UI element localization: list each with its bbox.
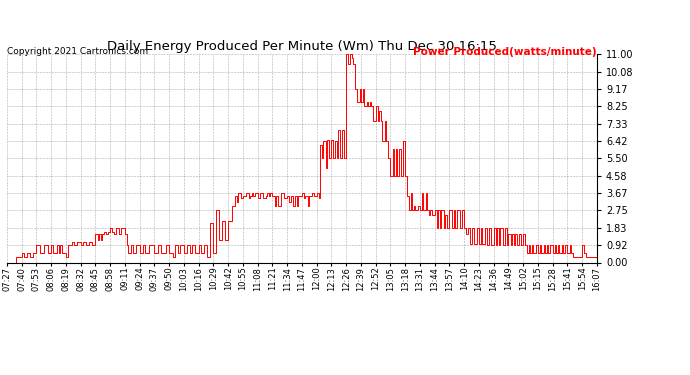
Text: Power Produced(watts/minute): Power Produced(watts/minute) <box>413 47 597 57</box>
Text: Copyright 2021 Cartronics.com: Copyright 2021 Cartronics.com <box>7 47 148 56</box>
Title: Daily Energy Produced Per Minute (Wm) Thu Dec 30 16:15: Daily Energy Produced Per Minute (Wm) Th… <box>107 40 497 53</box>
